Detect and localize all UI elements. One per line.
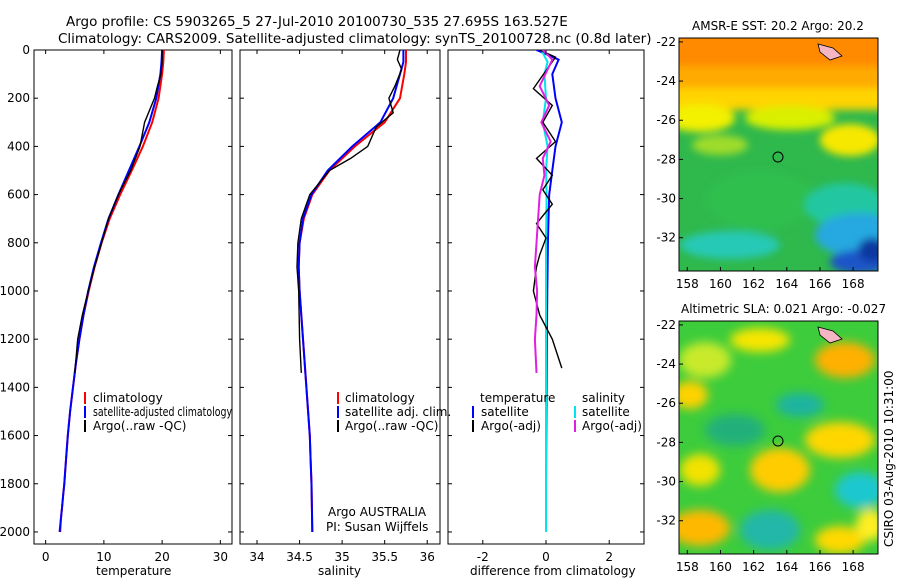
y-tick-label: 400 [7,139,30,153]
map-y-tick-label: -24 [656,357,676,371]
series-line-3 [74,50,163,373]
y-tick-label: 1400 [0,380,30,394]
map-x-tick-label: 164 [775,560,798,574]
map-x-tick-label: 162 [742,560,765,574]
salinity-legend: climatology satellite adj. clim. Argo(..… [337,391,451,433]
legend-label-temp-satellite: satellite [481,405,529,419]
sla-map-title: Altimetric SLA: 0.021 Argo: -0.027 [681,302,886,316]
argo-location-marker [772,151,784,163]
series-line-1 [297,50,407,533]
temperature-plot [58,50,165,533]
float-program-note: Argo AUSTRALIA [328,505,427,519]
x-tick-label: 2 [605,550,613,564]
map-y-tick-label: -30 [656,475,676,489]
map-y-tick-label: -24 [656,74,676,88]
salinity-axes [239,49,441,545]
legend-label-satellite: satellite-adjusted climatology [93,405,232,419]
depth-axis: 0 200 400 600 800 1000 1200 1400 1600 1800 2000 [0,43,30,539]
temperature-legend: climatology satellite-adjusted climatolo… [84,391,232,433]
sst-heatmap [679,38,878,271]
y-tick-label: 1000 [0,284,30,298]
header-line-2: Climatology: CARS2009. Satellite-adjuste… [58,31,651,47]
y-tick-label: 1600 [0,429,30,443]
legend-label-sal-argo: Argo(-adj) [582,419,642,433]
x-tick-label: 30 [213,550,228,564]
map-x-tick-label: 168 [842,560,865,574]
float-pi-note: PI: Susan Wijffels [326,520,428,534]
map-y-tick-label: -30 [656,192,676,206]
legend-title-salinity: salinity [582,391,625,405]
legend-label-argo: Argo(..raw -QC) [345,419,438,433]
y-tick-label: 800 [7,236,30,250]
series-line-3 [532,50,563,369]
x-tick-label: 0 [542,550,550,564]
x-tick-label: 10 [96,550,111,564]
legend-label-sal-satellite: satellite [582,405,630,419]
x-tick-label: 20 [154,550,169,564]
argo-location-marker [772,435,784,447]
map-y-tick-label: -32 [656,231,676,245]
legend-label-temp-argo: Argo(-adj) [481,419,541,433]
map-x-tick-label: 162 [742,277,765,291]
map-y-tick-label: -26 [656,113,676,127]
x-tick-label: 35 [334,550,349,564]
map-y-tick-label: -28 [656,152,676,166]
map-x-tick-label: 166 [809,560,832,574]
legend-label-argo: Argo(..raw -QC) [93,419,186,433]
map-x-tick-label: 160 [709,560,732,574]
map-x-tick-label: 166 [809,277,832,291]
difference-plot [532,50,563,532]
y-tick-label: 200 [7,91,30,105]
map-x-tick-label: 168 [842,277,865,291]
difference-x-ticks: -2 0 2 [448,49,644,564]
sla-map-ticks: 158 160 162 164 166 168 -22 -24 -26 -28 -30 -32 [656,318,864,574]
y-tick-label: 600 [7,188,30,202]
sla-map-frame [678,320,879,555]
y-tick-label: 2000 [0,525,30,539]
legend-label-climatology: climatology [93,391,163,405]
legend-label-climatology: climatology [345,391,415,405]
difference-legend: temperature satellite Argo(-adj) salinit… [472,391,642,433]
x-tick-label: 36 [420,550,435,564]
map-x-tick-label: 158 [676,277,699,291]
series-line-2 [297,50,405,533]
map-x-tick-label: 164 [775,277,798,291]
y-tick-label: 1200 [0,332,30,346]
map-y-tick-label: -26 [656,396,676,410]
temperature-axes [33,49,233,545]
map-x-tick-label: 158 [676,560,699,574]
salinity-xlabel: salinity [318,564,361,578]
legend-title-temperature: temperature [480,391,555,405]
x-tick-label: 35.5 [371,550,398,564]
temperature-x-ticks: 0 10 20 30 [34,49,232,564]
footer-credit: CSIRO 03-Aug-2010 10:31:00 [882,371,896,547]
difference-xlabel: difference from climatology [470,564,636,578]
salinity-plot [296,50,407,533]
map-y-tick-label: -28 [656,435,676,449]
sst-map-ticks: 158 160 162 164 166 168 -22 -24 -26 -28 -30 -32 [656,35,864,291]
map-y-tick-label: -22 [656,35,676,49]
sst-map-title: AMSR-E SST: 20.2 Argo: 20.2 [692,19,864,33]
map-y-tick-label: -32 [656,514,676,528]
temperature-xlabel: temperature [96,564,171,578]
y-tick-label: 0 [22,43,30,57]
series-line-2 [58,50,164,533]
x-tick-label: 34.5 [286,550,313,564]
sla-heatmap [679,321,878,554]
x-tick-label: 34 [249,550,264,564]
x-tick-label: 0 [42,550,50,564]
y-tick-label: 1800 [0,477,30,491]
legend-label-satellite: satellite adj. clim. [345,405,451,419]
x-tick-label: -2 [477,550,489,564]
header-line-1: Argo profile: CS 5903265_5 27-Jul-2010 2… [66,14,568,30]
sst-map-frame [678,37,879,272]
series-line-4 [533,50,554,373]
map-x-tick-label: 160 [709,277,732,291]
series-line-3 [296,50,403,373]
map-y-tick-label: -22 [656,318,676,332]
salinity-x-ticks: 34 34.5 35 35.5 36 [240,49,440,564]
